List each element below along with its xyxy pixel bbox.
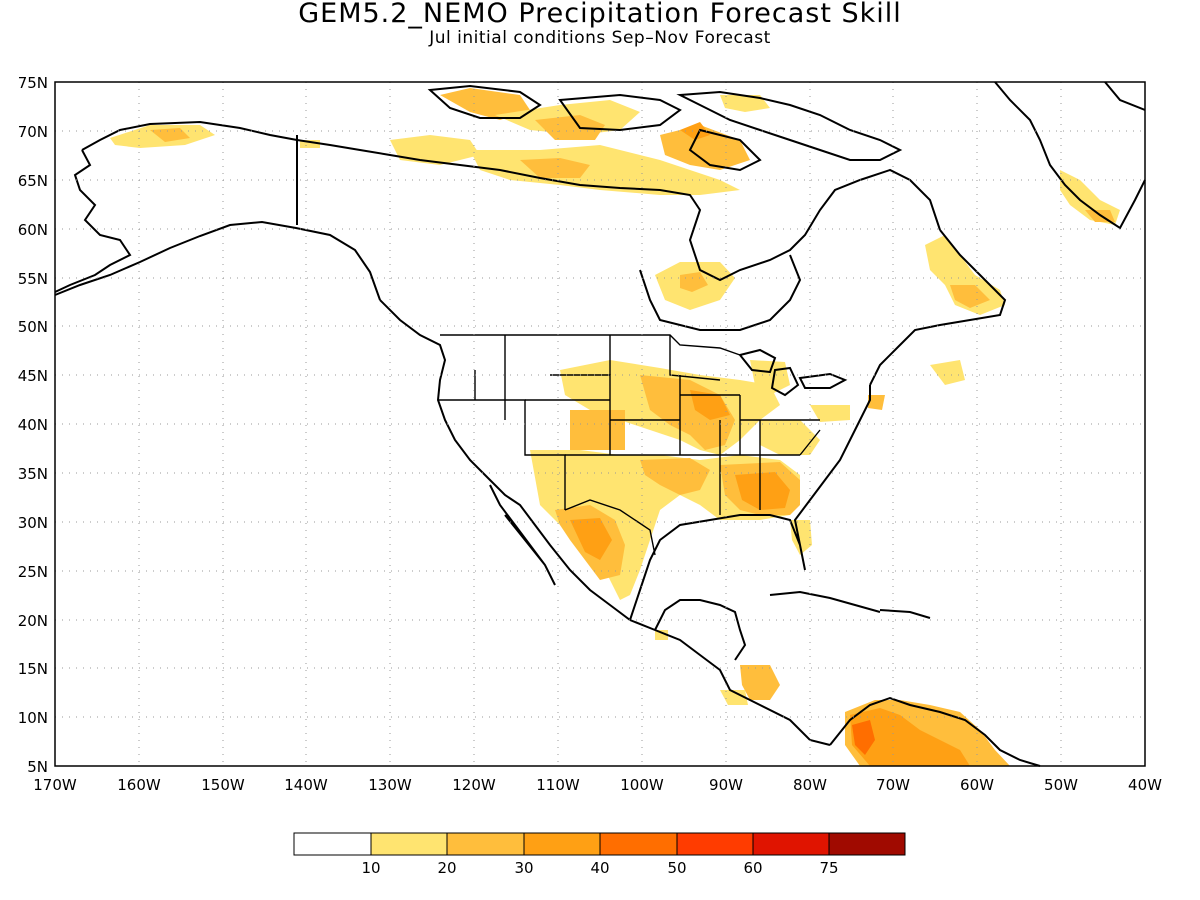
lon-label: 90W <box>709 776 743 794</box>
political-borders <box>438 334 821 556</box>
map-title: GEM5.2_NEMO Precipitation Forecast Skill <box>298 0 902 29</box>
lat-label: 65N <box>18 172 48 190</box>
lon-label: 60W <box>960 776 994 794</box>
latitude-labels: 75N 70N 65N 60N 55N 50N 45N 40N 35N 30N … <box>18 74 48 776</box>
lat-label: 20N <box>18 612 48 630</box>
legend-swatch <box>523 832 601 856</box>
lat-label: 35N <box>18 465 48 483</box>
lon-label: 170W <box>33 776 77 794</box>
lat-label: 25N <box>18 563 48 581</box>
legend-labels: 10 20 30 40 50 60 75 <box>361 859 838 877</box>
lat-label: 5N <box>27 758 48 776</box>
legend-label: 40 <box>590 859 609 877</box>
lon-label: 80W <box>793 776 827 794</box>
legend-label: 10 <box>361 859 380 877</box>
legend-label: 20 <box>437 859 456 877</box>
lon-label: 150W <box>201 776 245 794</box>
map-subtitle: Jul initial conditions Sep–Nov Forecast <box>429 28 771 48</box>
lat-label: 55N <box>18 270 48 288</box>
longitude-labels: 170W 160W 150W 140W 130W 120W 110W 100W … <box>33 776 1162 794</box>
lat-label: 40N <box>18 416 48 434</box>
lat-label: 10N <box>18 709 48 727</box>
legend-swatch <box>752 832 830 856</box>
lat-label: 60N <box>18 221 48 239</box>
lat-label: 30N <box>18 514 48 532</box>
lat-label: 75N <box>18 74 48 92</box>
lat-label: 50N <box>18 318 48 336</box>
lon-label: 110W <box>536 776 580 794</box>
color-legend <box>293 832 906 856</box>
legend-label: 75 <box>819 859 838 877</box>
lon-label: 160W <box>117 776 161 794</box>
coastlines <box>54 81 1146 767</box>
lat-label: 45N <box>18 367 48 385</box>
legend-swatch <box>370 832 448 856</box>
lon-label: 40W <box>1128 776 1162 794</box>
lon-label: 50W <box>1044 776 1078 794</box>
lat-label: 15N <box>18 660 48 678</box>
legend-swatch <box>828 832 906 856</box>
legend-label: 30 <box>514 859 533 877</box>
map-frame <box>54 81 1146 767</box>
lon-label: 140W <box>284 776 328 794</box>
lon-label: 100W <box>620 776 664 794</box>
lon-label: 70W <box>876 776 910 794</box>
legend-swatch <box>293 832 372 856</box>
lon-label: 130W <box>368 776 412 794</box>
legend-label: 50 <box>667 859 686 877</box>
lon-label: 120W <box>452 776 496 794</box>
legend-swatch <box>446 832 525 856</box>
legend-swatch <box>599 832 678 856</box>
lat-label: 70N <box>18 123 48 141</box>
legend-label: 60 <box>743 859 762 877</box>
legend-swatch <box>676 832 754 856</box>
